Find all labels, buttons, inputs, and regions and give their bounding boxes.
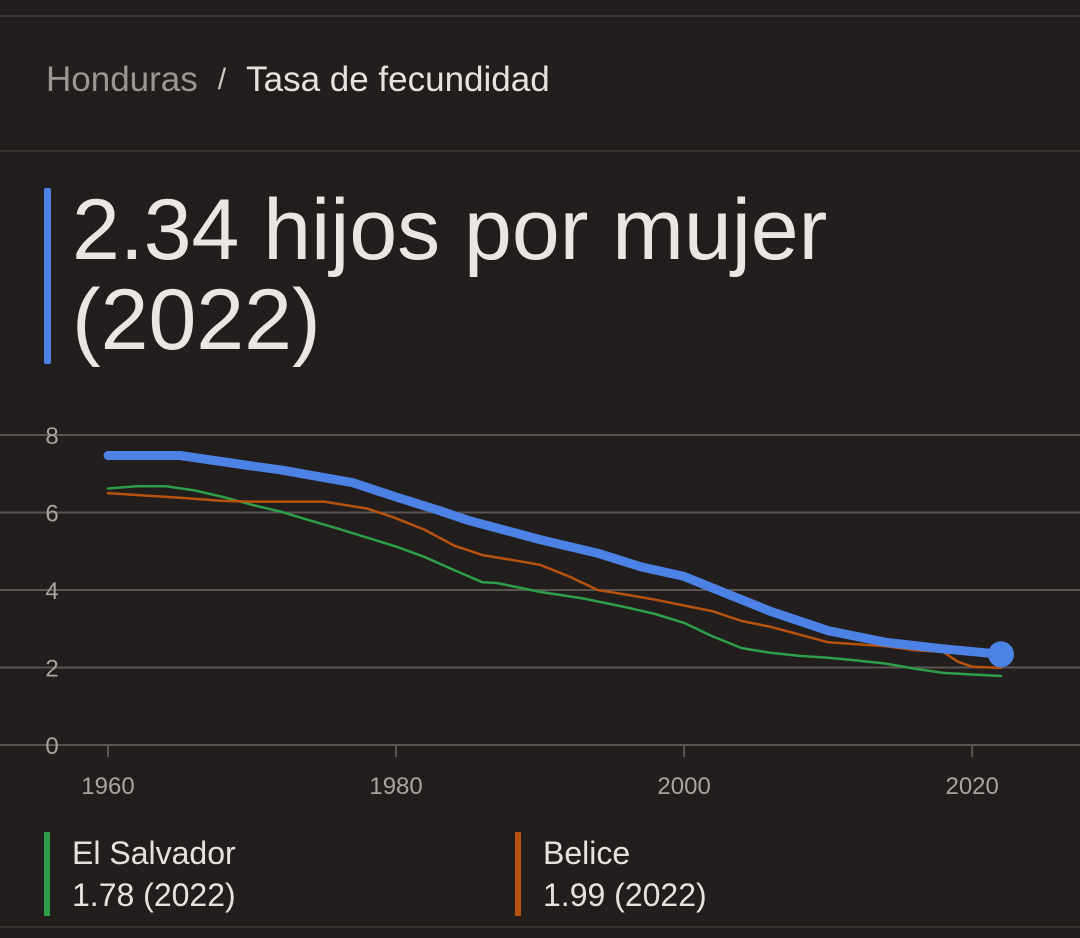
chart-markers — [988, 641, 1014, 668]
series-line-honduras — [103, 451, 1006, 659]
headline-value: 2.34 hijos por mujer (2022) — [72, 182, 828, 368]
legend-name-el-salvador: El Salvador — [72, 835, 236, 871]
x-tick-label-2000: 2000 — [657, 773, 710, 800]
legend-item-el-salvador[interactable]: El Salvador 1.78 (2022) — [44, 832, 236, 916]
y-tick-label-4: 4 — [45, 578, 58, 605]
legend-value-el-salvador: 1.78 (2022) — [72, 877, 236, 913]
bottom-divider — [0, 926, 1080, 928]
fertility-line-chart[interactable]: 0 2 4 6 8 1960 1980 2000 2020 — [0, 410, 1080, 820]
chart-grid: 0 2 4 6 8 — [0, 423, 1080, 760]
breadcrumb: Honduras / Tasa de fecundidad — [46, 60, 550, 100]
top-divider — [0, 15, 1080, 17]
x-tick-label-2020: 2020 — [945, 773, 998, 800]
series-endpoint-honduras[interactable] — [988, 641, 1014, 668]
headline-accent-bar — [44, 188, 51, 364]
legend-swatch-belice — [515, 832, 521, 916]
y-tick-label-8: 8 — [45, 423, 58, 450]
series-line-el-salvador — [106, 484, 1003, 678]
x-tick-label-1960: 1960 — [81, 773, 134, 800]
breadcrumb-parent-link[interactable]: Honduras — [46, 60, 198, 99]
y-tick-label-0: 0 — [45, 733, 58, 760]
chart-series — [103, 451, 1006, 678]
y-tick-label-2: 2 — [45, 656, 58, 683]
header-divider — [0, 150, 1080, 152]
y-tick-label-6: 6 — [45, 501, 58, 528]
legend-value-belice: 1.99 (2022) — [543, 877, 707, 913]
chart-x-axis: 1960 1980 2000 2020 — [81, 745, 999, 800]
breadcrumb-separator: / — [217, 63, 227, 96]
legend-swatch-el-salvador — [44, 832, 50, 916]
breadcrumb-current: Tasa de fecundidad — [246, 60, 550, 99]
legend-name-belice: Belice — [543, 835, 631, 871]
legend-item-belice[interactable]: Belice 1.99 (2022) — [515, 832, 707, 916]
x-tick-label-1980: 1980 — [369, 773, 422, 800]
